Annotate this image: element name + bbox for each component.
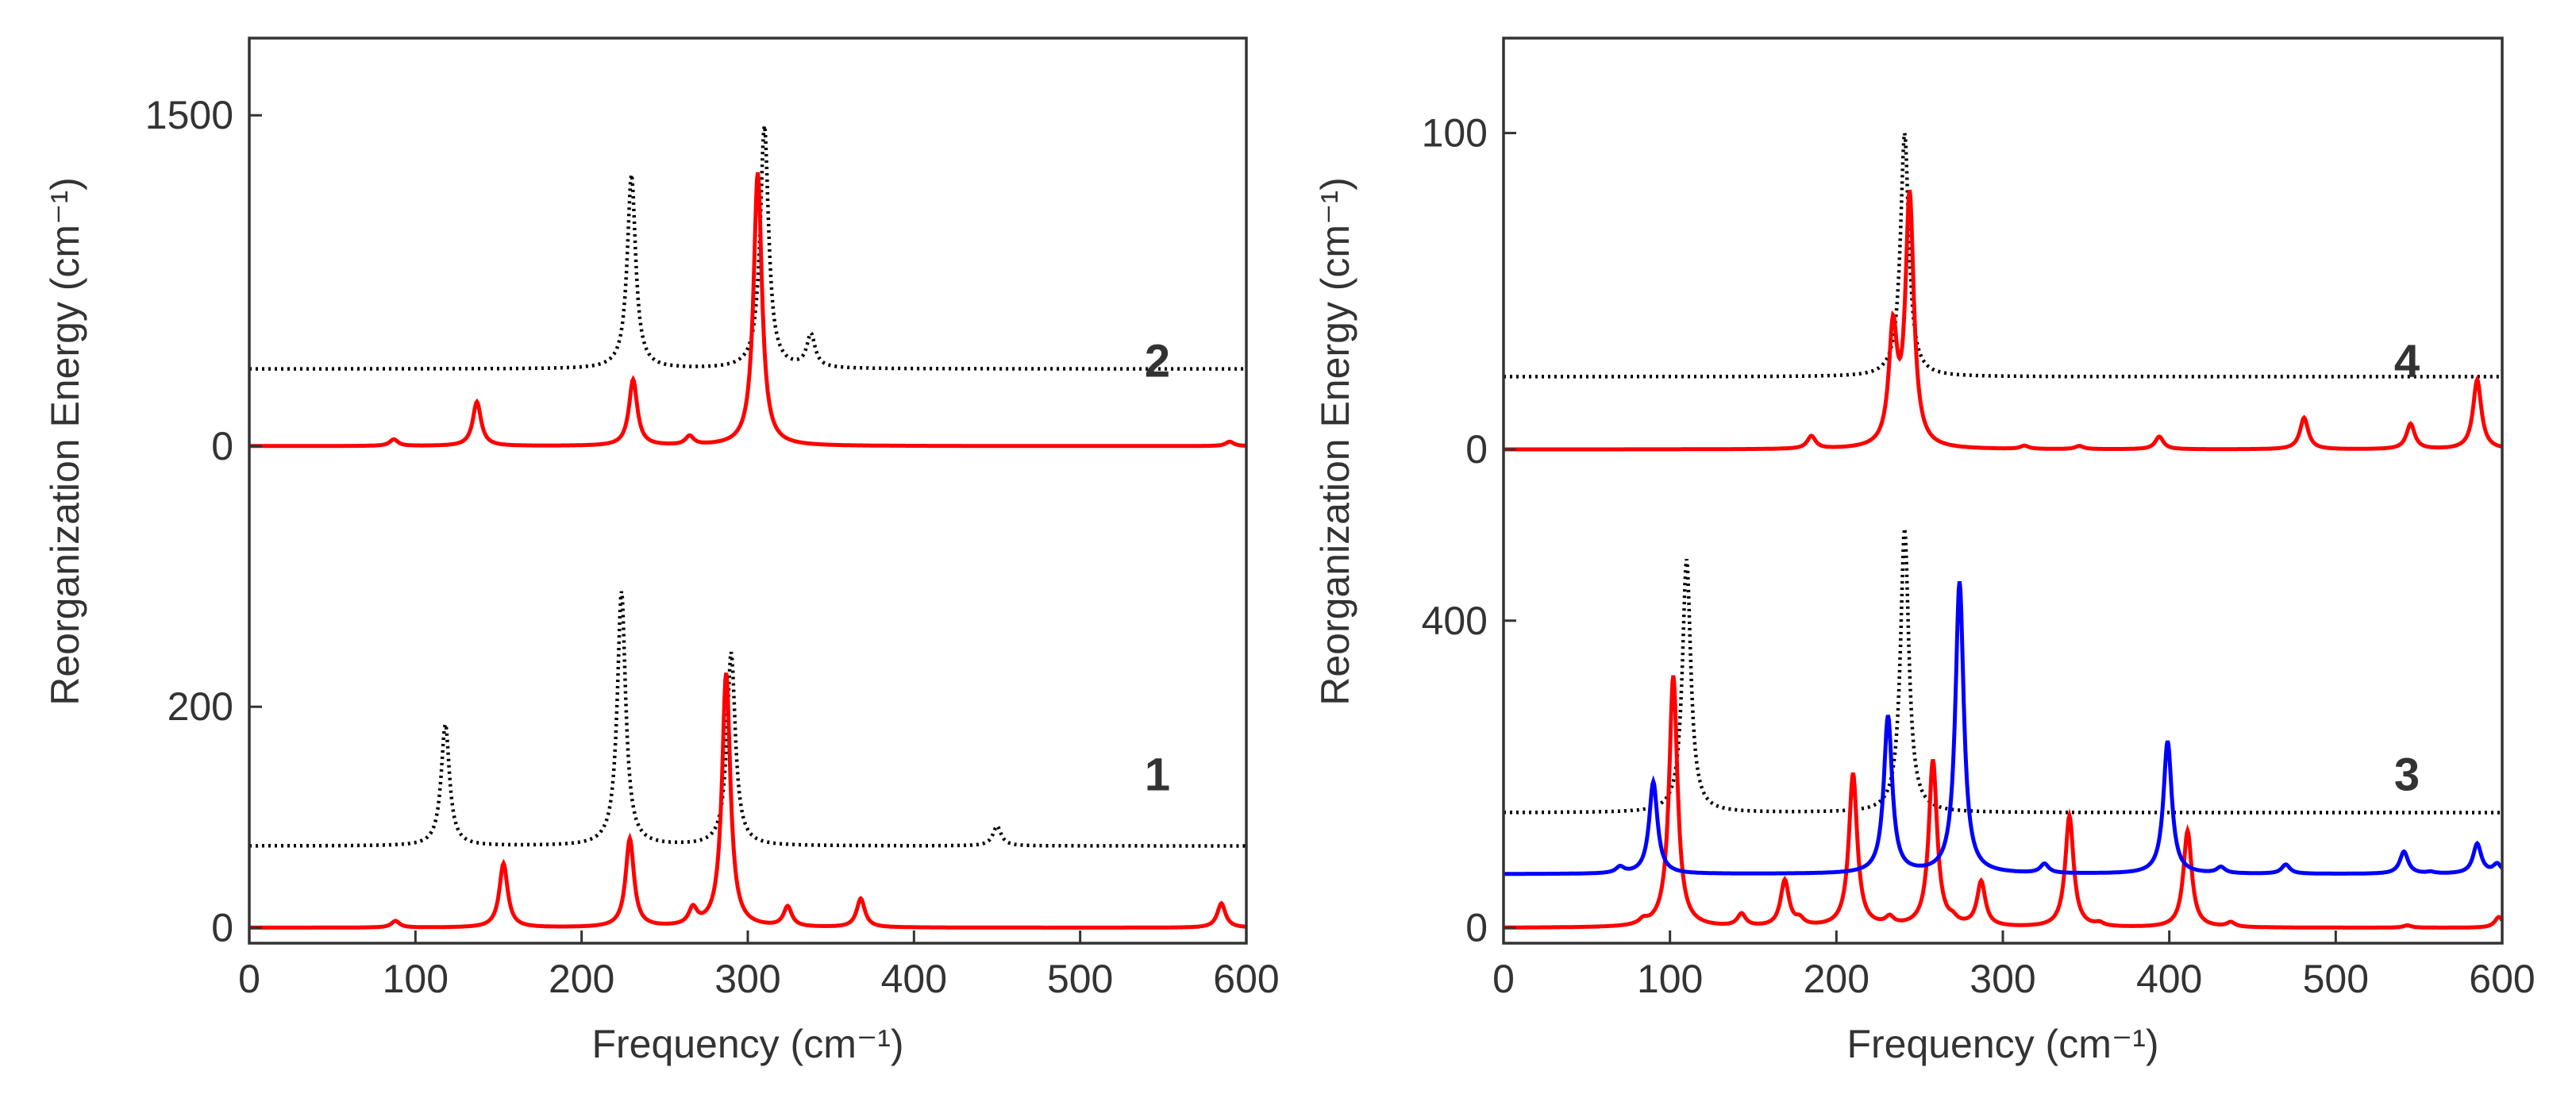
spectrum-3-blue xyxy=(1504,581,2504,876)
y-tick-label-1-0: 0 xyxy=(211,906,233,950)
x-tick-label-600: 600 xyxy=(1213,957,1279,1001)
panel-number-label-3: 3 xyxy=(2394,749,2420,801)
spectrum-2-dotted xyxy=(249,125,1246,371)
y-tick-label-3-400: 400 xyxy=(1422,599,1488,643)
x-axis-title: Frequency (cm⁻¹) xyxy=(1846,1022,2158,1066)
subplot-2: 0 1500 2 xyxy=(145,93,1247,468)
spectrum-3-dotted xyxy=(1504,528,2502,815)
y-tick-label-1-200: 200 xyxy=(167,684,233,729)
spectrum-1-red xyxy=(249,672,1247,930)
panel-number-label-4: 4 xyxy=(2394,336,2420,387)
panel-number-label-1: 1 xyxy=(1145,749,1170,801)
x-tick-label-200: 200 xyxy=(549,957,614,1001)
spectrum-2-red xyxy=(249,171,1247,449)
y-tick-label-2-1500: 1500 xyxy=(145,93,233,137)
x-tick-label-300: 300 xyxy=(714,957,780,1001)
x-tick-label-400: 400 xyxy=(881,957,947,1001)
x-tick-label-100: 100 xyxy=(1637,957,1703,1001)
x-tick-label-100: 100 xyxy=(383,957,449,1001)
subplot-1: 0 200 1 xyxy=(167,591,1247,950)
x-tick-label-300: 300 xyxy=(1970,957,2035,1001)
y-tick-label-4-100: 100 xyxy=(1422,111,1488,156)
x-axis-title: Frequency (cm⁻¹) xyxy=(591,1022,903,1066)
y-axis-title: Reorganization Energy (cm⁻¹) xyxy=(1313,177,1357,706)
spectrum-4-dotted xyxy=(1504,133,2502,379)
plot-frame xyxy=(1502,37,2504,945)
subplot-3: 0 400 3 xyxy=(1422,528,2505,950)
x-tick-label-500: 500 xyxy=(1047,957,1113,1001)
x-tick-label-600: 600 xyxy=(2469,957,2535,1001)
spectrum-1-dotted xyxy=(249,591,1246,848)
spectrum-3-red xyxy=(1503,675,2505,930)
y-tick-label-4-0: 0 xyxy=(1465,427,1488,472)
x-tick-label-400: 400 xyxy=(2136,957,2202,1001)
subplot-4: 0 100 4 xyxy=(1422,111,2503,472)
panel-number-label-2: 2 xyxy=(1145,336,1170,387)
y-tick-label-2-0: 0 xyxy=(211,424,233,468)
panel-left: 0 1500 2 0 200 1 0 100 200 300 400 500 600 Frequency … xyxy=(43,37,1280,1066)
x-tick-label-500: 500 xyxy=(2303,957,2369,1001)
x-tick-label-0: 0 xyxy=(238,957,260,1001)
x-tick-label-200: 200 xyxy=(1804,957,1869,1001)
plot-frame xyxy=(248,37,1248,945)
panel-right: 0 100 4 0 400 3 0 100 200 300 400 500 600 Frequency (… xyxy=(1313,37,2536,1066)
y-axis-title: Reorganization Energy (cm⁻¹) xyxy=(43,177,87,706)
spectrum-4-red xyxy=(1504,189,2503,452)
y-tick-label-3-0: 0 xyxy=(1465,906,1488,950)
x-tick-label-0: 0 xyxy=(1492,957,1515,1001)
